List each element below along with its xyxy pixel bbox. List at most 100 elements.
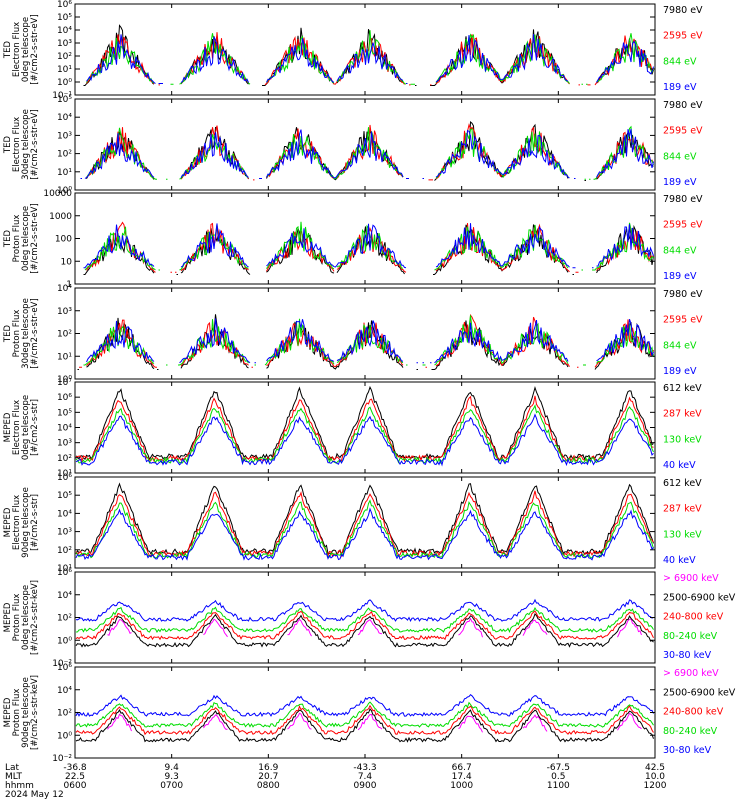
panel-7-traces (75, 598, 654, 648)
panel-7-legend-3: 240-800 keV (663, 612, 724, 623)
panel-2-traces (80, 121, 654, 181)
panel-1-ytick-label: 10⁵ (57, 13, 72, 23)
panel-8-ylabel: MEPED (3, 697, 13, 727)
panel-4-ylabel: Proton Flux (12, 310, 22, 358)
panel-2-ytick-label: 10² (57, 150, 72, 160)
panel-7-ylabel: 0deg telescope (21, 585, 31, 650)
panel-1-ytick-label: 10² (57, 52, 72, 62)
panel-8-series-1-line (107, 712, 642, 733)
panel-7-ylabel: MEPED (3, 602, 13, 632)
panel-4-traces (77, 313, 654, 370)
panel-4-ytick-label: 10⁴ (57, 284, 72, 294)
panel-7: 10⁻² 10⁰ 10² 10⁴ 10⁶ MEPED Proton Flux 0deg tel… (3, 568, 736, 669)
panel-4-legend-1: 7980 eV (663, 289, 703, 300)
panel-8-series-5-line (75, 694, 654, 717)
panel-1-ytick-label: 10³ (57, 39, 72, 49)
x-row-tick-label: -43.3 (353, 763, 376, 773)
panel-2-ytick-label: 10³ (57, 131, 72, 141)
panel-1-ylabel: [#/cm2-s-str-eV] (30, 14, 40, 84)
panel-3-ylabel: Proton Flux (12, 215, 22, 263)
panel-5-traces (75, 385, 654, 467)
panel-6-ytick-label: 10³ (57, 528, 72, 538)
panel-6-legend-1: 612 keV (663, 478, 702, 489)
panel-8-series-2-line (75, 708, 654, 743)
x-row-label: MLT (5, 772, 23, 782)
panel-2: 10⁰ 10¹ 10² 10³ 10⁴ 10⁵ TED Electron Flux 30deg … (3, 95, 703, 196)
panel-3-ytick-label: 10000 (43, 189, 72, 199)
x-row-tick-label: 0.5 (551, 772, 565, 782)
x-axis-footer: Lat -36.8 9.4 16.9 -43.3 66.7 -67.5 42.5 MLT 22.5… (5, 763, 667, 800)
panel-5-ylabel: Electron Flux (12, 400, 22, 455)
x-row-tick-label: -36.8 (63, 763, 87, 773)
x-row-tick-label: 9.4 (165, 763, 180, 773)
panel-6: 10¹ 10² 10³ 10⁴ 10⁵ 10⁶ MEPED Electron Flux 90de… (3, 473, 702, 574)
panel-1-legend-2: 2595 eV (663, 31, 703, 42)
panel-6-legend-2: 287 keV (663, 504, 702, 515)
panel-6-ytick-label: 10¹ (57, 564, 72, 574)
panel-2-ylabel: [#/cm2-s-str-eV] (30, 109, 40, 179)
panel-5-ytick-label: 10⁴ (57, 424, 72, 434)
panel-5-ytick-label: 10⁵ (57, 408, 72, 418)
panel-7-ylabel: [#/cm2-s-str-keV] (30, 580, 40, 655)
panel-5-ylabel: [#/cm2-s-str] (30, 399, 40, 456)
panel-8-ytick-label: 10⁻² (52, 754, 72, 764)
panel-3-series-3-line (84, 221, 654, 271)
panel-1-ylabel: TED (3, 40, 13, 59)
x-row-tick-label: 0900 (354, 781, 377, 791)
date-label: 2024 May 12 (5, 790, 64, 800)
x-row-tick-label: 17.4 (452, 772, 472, 782)
panel-8-ytick-label: 10⁰ (57, 731, 72, 741)
panel-7-ytick-label: 10⁻² (52, 659, 72, 669)
panel-7-ytick-label: 10⁶ (57, 568, 72, 578)
x-row-tick-label: 16.9 (258, 763, 278, 773)
panel-3-legend-1: 7980 eV (663, 194, 703, 205)
panel-5-series-1-line (75, 385, 654, 461)
panel-8-ylabel: 90deg telescope (21, 677, 31, 748)
x-row-label: Lat (5, 763, 20, 773)
x-row-tick-label: 0700 (160, 781, 183, 791)
panel-6-ylabel: [#/cm2-s-str] (30, 494, 40, 551)
panel-5-ytick-label: 10⁶ (57, 393, 72, 403)
panel-6-legend-4: 40 keV (663, 555, 696, 566)
panel-8-ytick-label: 10⁶ (57, 663, 72, 673)
panel-4-legend-4: 189 eV (663, 366, 697, 377)
panel-8-legend-4: 80-240 keV (663, 726, 718, 737)
panel-4-ylabel: TED (3, 324, 13, 343)
panel-2-legend-1: 7980 eV (663, 100, 703, 111)
panel-4-ylabel: [#/cm2-s-str-eV] (30, 298, 40, 368)
panel-1-ytick-label: 10⁰ (57, 78, 72, 88)
panel-5-ytick-label: 10² (57, 454, 72, 464)
panel-8-legend-5: 30-80 keV (663, 745, 712, 756)
panel-6-series-4-line (75, 507, 654, 561)
panel-8: 10⁻² 10⁰ 10² 10⁴ 10⁶ MEPED Proton Flux 90deg te… (3, 663, 736, 764)
panel-5-ytick-label: 10⁷ (57, 378, 72, 388)
panel-3-ytick-label: 1000 (49, 212, 72, 222)
panel-8-legend-1: > 6900 keV (663, 668, 719, 679)
panel-2-ytick-label: 10¹ (57, 168, 72, 178)
panel-3-ylabel: 0deg telescope (21, 206, 31, 271)
panel-2-ylabel: 30deg telescope (21, 109, 31, 180)
panel-7-series-4-line (75, 606, 654, 634)
panel-6-legend-3: 130 keV (663, 529, 702, 540)
panel-5-series-2-line (75, 395, 654, 463)
panel-8-series-4-line (75, 701, 654, 728)
panel-4-ytick-label: 10² (57, 330, 72, 340)
panel-8-traces (75, 694, 654, 743)
panel-6-ylabel: 90deg telescope (21, 487, 31, 558)
panel-2-ylabel: Electron Flux (12, 117, 22, 172)
panel-2-series-4-line (80, 128, 654, 179)
panel-5-legend-1: 612 keV (663, 383, 702, 394)
panel-3: 1 10 100 1000 10000 TED Proton Flux 0deg telesc… (3, 189, 703, 290)
panel-1-legend-4: 189 eV (663, 82, 697, 93)
panel-7-legend-1: > 6900 keV (663, 573, 719, 584)
panel-5-ylabel: 0deg telescope (21, 395, 31, 460)
panel-7-ytick-label: 10⁰ (57, 636, 72, 646)
panel-5-series-3-line (75, 404, 654, 465)
panel-7-series-5-line (75, 598, 654, 623)
panel-2-legend-4: 189 eV (663, 177, 697, 188)
panel-3-ylabel: [#/cm2-s-str-eV] (30, 203, 40, 273)
panel-5-ylabel: MEPED (3, 412, 13, 442)
panel-5-legend-4: 40 keV (663, 460, 696, 471)
panel-8-ylabel: Proton Flux (12, 689, 22, 737)
panel-2-ylabel: TED (3, 135, 13, 154)
